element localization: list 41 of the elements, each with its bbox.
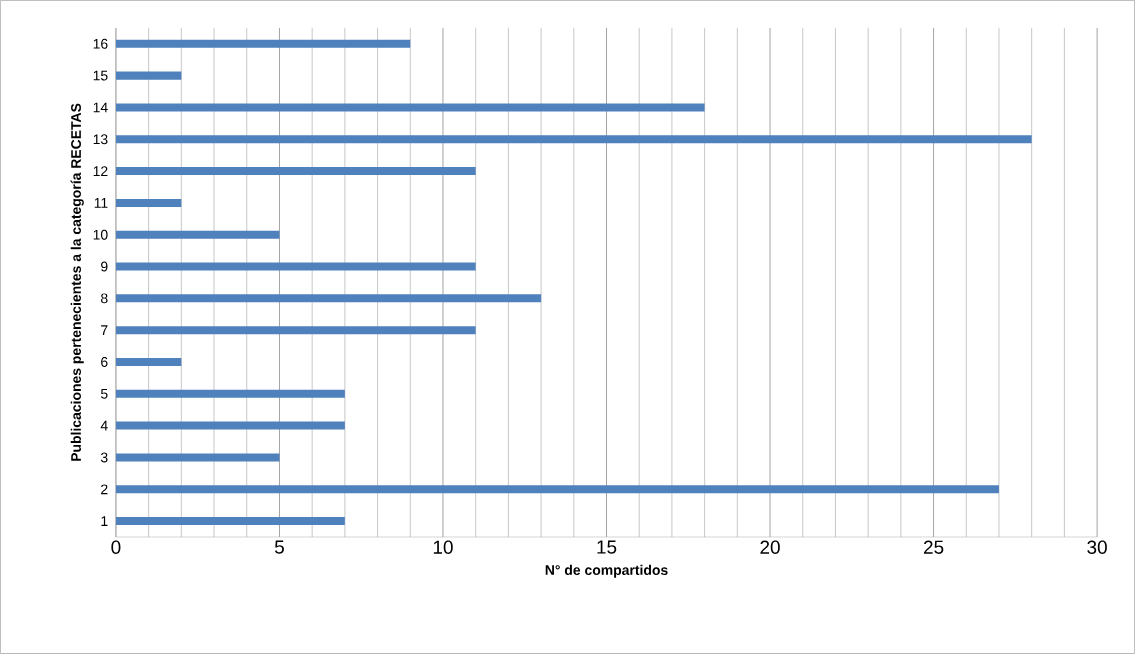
y-tick-label: 12 <box>93 166 108 176</box>
bar <box>115 358 182 367</box>
y-tick-label: 4 <box>100 420 108 431</box>
bar <box>115 262 476 271</box>
x-tick-label: 0 <box>111 540 121 554</box>
x-tick-label: 10 <box>433 540 453 554</box>
bar <box>115 39 411 48</box>
x-tick-label: 20 <box>760 540 780 554</box>
y-tick-label: 7 <box>101 325 108 336</box>
x-tick-label: 25 <box>923 540 944 554</box>
y-axis-title: Publicaciones pertenecientes a la categoría RECETAS <box>70 103 84 461</box>
y-tick-label: 14 <box>93 102 108 113</box>
x-tick-label: 15 <box>597 540 617 554</box>
y-tick-label: 6 <box>101 357 108 367</box>
bar <box>115 230 280 239</box>
bar <box>115 517 345 526</box>
y-tick-label: 1 <box>101 516 108 526</box>
y-tick-label: 16 <box>93 38 108 49</box>
y-tick-label: 2 <box>101 484 108 495</box>
y-tick-label: 3 <box>100 452 108 463</box>
bar <box>115 421 345 430</box>
bar <box>115 326 476 335</box>
bar <box>115 453 280 462</box>
bar <box>115 71 182 80</box>
y-tick-label: 10 <box>93 229 108 240</box>
bar <box>115 294 542 303</box>
x-tick-label: 5 <box>274 540 284 554</box>
bar <box>115 135 1032 144</box>
bar <box>115 485 999 494</box>
y-tick-label: 8 <box>101 293 108 304</box>
bar <box>115 103 705 112</box>
bar <box>115 389 345 398</box>
y-tick-label: 5 <box>100 388 108 399</box>
y-tick-label: 11 <box>94 198 108 208</box>
y-tick-label: 13 <box>93 134 108 145</box>
y-tick-label: 9 <box>101 261 108 272</box>
bar <box>115 167 476 176</box>
x-tick-label: 30 <box>1087 540 1107 554</box>
x-axis-title: N° de compartidos <box>545 564 668 578</box>
bar <box>115 198 182 207</box>
y-tick-label: 15 <box>93 70 108 81</box>
